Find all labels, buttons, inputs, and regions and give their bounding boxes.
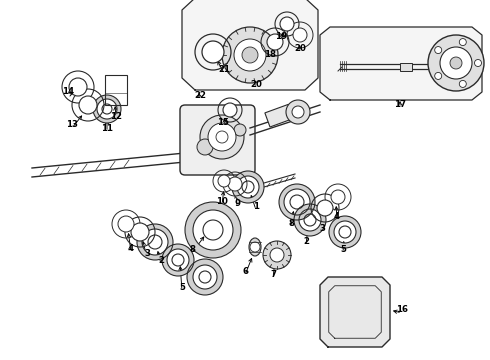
Text: 9: 9	[234, 199, 240, 208]
Polygon shape	[320, 27, 482, 100]
Text: 17: 17	[394, 100, 406, 109]
Circle shape	[459, 39, 466, 46]
Circle shape	[234, 124, 246, 136]
Text: 3: 3	[319, 224, 325, 233]
Text: 5: 5	[179, 283, 185, 292]
Circle shape	[331, 190, 345, 204]
FancyBboxPatch shape	[180, 105, 255, 175]
Circle shape	[267, 34, 283, 50]
Polygon shape	[279, 184, 315, 220]
Polygon shape	[182, 0, 318, 90]
Circle shape	[79, 96, 97, 114]
Circle shape	[435, 46, 441, 54]
Text: 14: 14	[62, 87, 74, 96]
Text: 20: 20	[250, 80, 262, 89]
Polygon shape	[187, 259, 223, 295]
Text: 2: 2	[158, 256, 164, 265]
Polygon shape	[185, 202, 241, 258]
Text: 4: 4	[334, 212, 340, 221]
Text: 22: 22	[194, 91, 206, 100]
Text: 2: 2	[303, 237, 309, 246]
Text: 7: 7	[270, 270, 276, 279]
Text: 8: 8	[189, 245, 195, 254]
Polygon shape	[162, 244, 194, 276]
Polygon shape	[329, 216, 361, 248]
Text: 8: 8	[288, 219, 294, 228]
Text: 18: 18	[264, 50, 276, 59]
Circle shape	[223, 103, 237, 117]
Text: 16: 16	[396, 305, 408, 314]
Polygon shape	[232, 171, 264, 203]
Text: 10: 10	[216, 197, 228, 206]
Circle shape	[280, 17, 294, 31]
Text: 12: 12	[110, 112, 122, 121]
Bar	[105, 75, 127, 105]
Circle shape	[234, 39, 266, 71]
Polygon shape	[137, 224, 173, 260]
Circle shape	[292, 106, 304, 118]
Circle shape	[435, 72, 441, 80]
Circle shape	[459, 80, 466, 87]
Ellipse shape	[249, 238, 261, 256]
Circle shape	[450, 57, 462, 69]
Text: 5: 5	[340, 245, 346, 254]
Text: 3: 3	[144, 249, 150, 258]
Circle shape	[250, 242, 260, 252]
Circle shape	[216, 131, 228, 143]
Circle shape	[131, 223, 149, 241]
Bar	[265, 104, 294, 127]
Circle shape	[222, 27, 278, 83]
Circle shape	[208, 123, 236, 151]
Text: 21: 21	[218, 65, 230, 74]
Circle shape	[317, 200, 333, 216]
Polygon shape	[294, 204, 326, 236]
Circle shape	[440, 47, 472, 79]
Text: 13: 13	[66, 120, 78, 129]
Text: 11: 11	[101, 124, 113, 133]
Circle shape	[228, 177, 242, 191]
Circle shape	[270, 248, 284, 262]
Circle shape	[118, 216, 134, 232]
Text: 1: 1	[253, 202, 259, 211]
Text: 20: 20	[294, 44, 306, 53]
Circle shape	[293, 28, 307, 42]
Polygon shape	[320, 277, 390, 347]
Text: 4: 4	[128, 244, 134, 253]
Polygon shape	[93, 95, 121, 123]
Bar	[400, 63, 412, 71]
Circle shape	[200, 115, 244, 159]
Circle shape	[218, 175, 230, 187]
Circle shape	[428, 35, 484, 91]
Text: 15: 15	[217, 118, 229, 127]
Text: 6: 6	[242, 267, 248, 276]
Circle shape	[474, 59, 482, 67]
Circle shape	[263, 241, 291, 269]
Circle shape	[242, 47, 258, 63]
Circle shape	[202, 41, 224, 63]
Circle shape	[197, 139, 213, 155]
Circle shape	[69, 78, 87, 96]
Text: 19: 19	[275, 32, 287, 41]
Circle shape	[286, 100, 310, 124]
